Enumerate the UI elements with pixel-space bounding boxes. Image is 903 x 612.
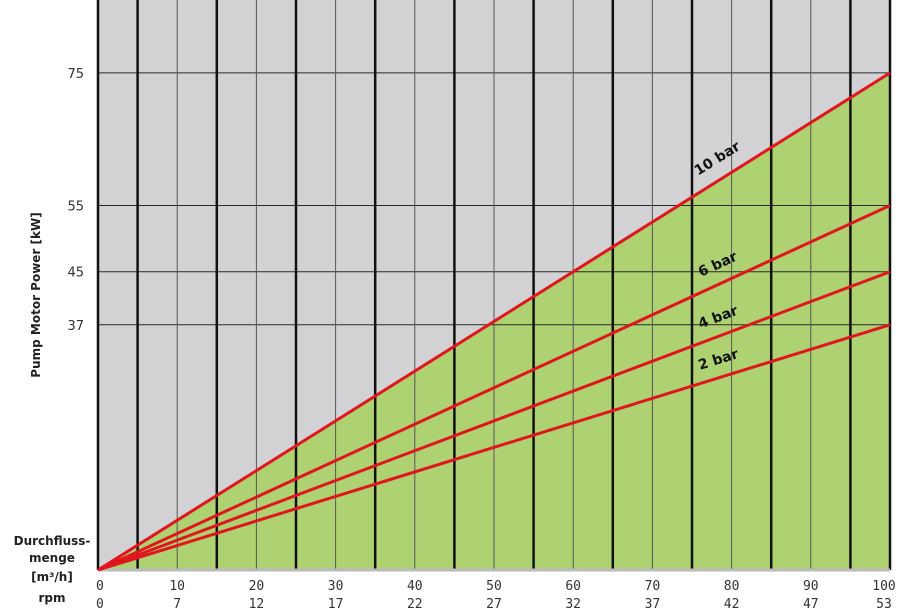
rpm-tick-label: 17 (328, 597, 344, 612)
x-tick-label: 90 (803, 579, 819, 594)
x-tick-label: 0 (96, 579, 104, 594)
x-tick-label: 50 (486, 579, 502, 594)
x-tick-label: 80 (724, 579, 740, 594)
x-axis-title-line-2: menge (29, 551, 75, 565)
series-line-3 (97, 270, 891, 572)
x-tick-label: 20 (249, 579, 265, 594)
plot-area (96, 0, 892, 572)
x-tick-label: 30 (328, 579, 344, 594)
rpm-tick-label: 27 (486, 597, 502, 612)
rpm-tick-label: 0 (96, 597, 104, 612)
x-tick-label: 10 (169, 579, 185, 594)
rpm-tick-label: 47 (803, 597, 819, 612)
x-tick-label: 70 (645, 579, 661, 594)
y-tick-label: 45 (67, 266, 84, 281)
rpm-row-label: rpm (38, 591, 65, 605)
axis-labels: Durchfluss- menge [m³/h] rpm Pump Motor … (14, 67, 896, 612)
x-tick-label: 100 (872, 579, 895, 594)
rpm-tick-label: 7 (173, 597, 181, 612)
y-tick-label: 55 (67, 199, 84, 214)
x-axis-title-line-3: [m³/h] (31, 570, 73, 584)
rpm-tick-label: 22 (407, 597, 423, 612)
x-tick-label: 60 (565, 579, 581, 594)
y-axis-title: Pump Motor Power [kW] (29, 212, 43, 377)
rpm-tick-label: 42 (724, 597, 740, 612)
x-tick-label: 40 (407, 579, 423, 594)
rpm-tick-label: 37 (645, 597, 661, 612)
rpm-tick-label: 32 (565, 597, 581, 612)
rpm-tick-label: 53 (876, 597, 892, 612)
series-line-4 (97, 323, 891, 572)
series-line-1 (97, 71, 891, 572)
x-axis-title-line-1: Durchfluss- (14, 534, 91, 548)
y-tick-label: 75 (67, 67, 84, 82)
rpm-tick-label: 12 (249, 597, 265, 612)
series-line-2 (97, 204, 891, 572)
y-tick-label: 37 (67, 319, 84, 334)
